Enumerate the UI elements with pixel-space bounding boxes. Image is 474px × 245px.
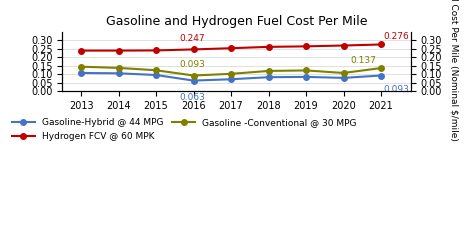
Gasoline -Conventional @ 30 MPG: [378, 67, 384, 70]
Gasoline-Hybrid @ 44 MPG: [341, 76, 346, 79]
Hydrogen FCV @ 60 MPK: [303, 45, 309, 48]
Text: 0.137: 0.137: [350, 56, 376, 64]
Gasoline-Hybrid @ 44 MPG: [116, 72, 121, 75]
Text: 0.063: 0.063: [180, 93, 206, 102]
Text: 0.247: 0.247: [180, 34, 205, 43]
Gasoline -Conventional @ 30 MPG: [116, 66, 121, 69]
Gasoline -Conventional @ 30 MPG: [78, 65, 84, 68]
Line: Gasoline -Conventional @ 30 MPG: Gasoline -Conventional @ 30 MPG: [78, 64, 384, 78]
Gasoline -Conventional @ 30 MPG: [191, 74, 196, 77]
Gasoline -Conventional @ 30 MPG: [228, 72, 234, 75]
Gasoline -Conventional @ 30 MPG: [341, 72, 346, 74]
Gasoline-Hybrid @ 44 MPG: [78, 72, 84, 74]
Gasoline -Conventional @ 30 MPG: [303, 69, 309, 72]
Gasoline-Hybrid @ 44 MPG: [191, 79, 196, 82]
Hydrogen FCV @ 60 MPK: [266, 45, 272, 48]
Hydrogen FCV @ 60 MPK: [341, 44, 346, 47]
Legend: Gasoline-Hybrid @ 44 MPG, Hydrogen FCV @ 60 MPK, Gasoline -Conventional @ 30 MPG: Gasoline-Hybrid @ 44 MPG, Hydrogen FCV @…: [9, 115, 360, 145]
Gasoline-Hybrid @ 44 MPG: [303, 75, 309, 78]
Text: 0.093: 0.093: [180, 60, 206, 69]
Y-axis label: Fuel Cost Per Mile (Nominal $/mile): Fuel Cost Per Mile (Nominal $/mile): [450, 0, 459, 141]
Hydrogen FCV @ 60 MPK: [378, 43, 384, 46]
Hydrogen FCV @ 60 MPK: [191, 48, 196, 51]
Text: 0.093: 0.093: [384, 85, 410, 94]
Hydrogen FCV @ 60 MPK: [116, 49, 121, 52]
Gasoline -Conventional @ 30 MPG: [266, 70, 272, 73]
Hydrogen FCV @ 60 MPK: [228, 47, 234, 50]
Gasoline-Hybrid @ 44 MPG: [266, 76, 272, 79]
Gasoline-Hybrid @ 44 MPG: [228, 78, 234, 81]
Hydrogen FCV @ 60 MPK: [153, 49, 159, 52]
Title: Gasoline and Hydrogen Fuel Cost Per Mile: Gasoline and Hydrogen Fuel Cost Per Mile: [106, 15, 367, 28]
Gasoline-Hybrid @ 44 MPG: [378, 74, 384, 77]
Line: Gasoline-Hybrid @ 44 MPG: Gasoline-Hybrid @ 44 MPG: [78, 70, 384, 83]
Gasoline -Conventional @ 30 MPG: [153, 69, 159, 72]
Gasoline-Hybrid @ 44 MPG: [153, 74, 159, 76]
Text: 0.276: 0.276: [384, 32, 410, 41]
Hydrogen FCV @ 60 MPK: [78, 49, 84, 52]
Line: Hydrogen FCV @ 60 MPK: Hydrogen FCV @ 60 MPK: [78, 42, 384, 53]
